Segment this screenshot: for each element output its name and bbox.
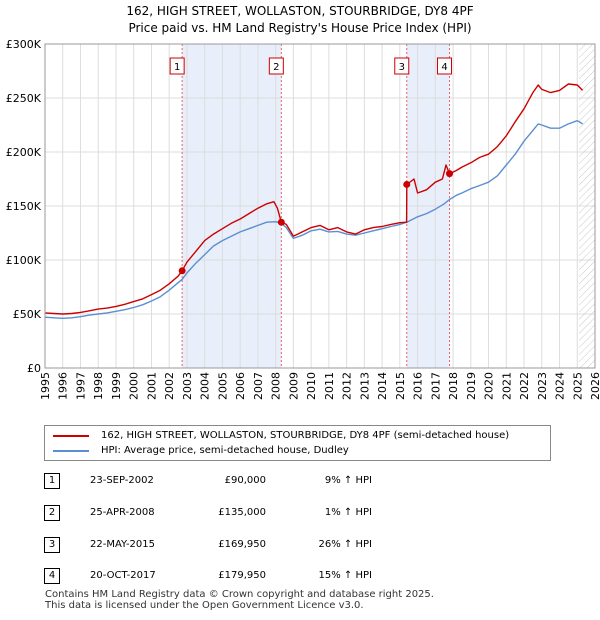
sale-row: 3 22-MAY-2015 £169,950 26% ↑ HPI xyxy=(44,537,549,557)
y-tick-label: £100K xyxy=(6,254,42,267)
sale-marker-badge xyxy=(268,57,284,75)
sale-number-badge: 1 xyxy=(44,473,60,489)
sale-marker-badge xyxy=(394,57,410,75)
sale-number-badge: 3 xyxy=(44,537,60,553)
footer: Contains HM Land Registry data © Crown c… xyxy=(45,589,434,611)
x-tick-label: 1999 xyxy=(110,372,123,400)
x-tick-label: 2013 xyxy=(358,372,371,400)
x-tick-label: 2019 xyxy=(465,372,478,400)
y-tick-label: £250K xyxy=(6,92,42,105)
hpi-line xyxy=(44,120,583,319)
x-tick-label: 2000 xyxy=(128,372,141,400)
x-tick-label: 2020 xyxy=(483,372,496,400)
x-tick-label: 2017 xyxy=(429,372,442,400)
sale-marker-badge xyxy=(169,57,185,75)
x-tick-label: 2006 xyxy=(234,372,247,400)
sale-hpi-change: 26% ↑ HPI xyxy=(318,539,372,550)
sale-hpi-change: 1% ↑ HPI xyxy=(324,507,372,518)
price-chart: 1 2 3 4 £0 £50K £100K £150K £200K £250K £300K 1995… xyxy=(6,38,600,400)
plot-frame xyxy=(44,43,596,369)
x-tick-label: 2026 xyxy=(589,372,600,400)
y-tick-label: £300K xyxy=(6,38,42,51)
x-tick-label: 1995 xyxy=(39,372,52,400)
sale-point xyxy=(178,267,186,275)
sale-marker-badge xyxy=(437,57,453,75)
forecast-hatch xyxy=(579,44,595,368)
legend: 162, HIGH STREET, WOLLASTON, STOURBRIDGE… xyxy=(44,425,551,461)
sale-marker-label: 3 xyxy=(399,62,405,73)
y-tick-label: £50K xyxy=(13,308,42,321)
x-tick-label: 2021 xyxy=(500,372,513,400)
legend-label-hpi: HPI: Average price, semi-detached house,… xyxy=(101,445,349,456)
x-tick-label: 2009 xyxy=(287,372,300,400)
sale-price: £169,950 xyxy=(218,539,266,550)
sale-number-badge: 4 xyxy=(44,568,60,584)
footer-copyright: Contains HM Land Registry data © Crown c… xyxy=(45,589,434,600)
property-price-line xyxy=(44,83,584,315)
y-tick-label: £0 xyxy=(27,362,41,375)
x-tick-label: 2005 xyxy=(216,372,229,400)
sale-point xyxy=(446,170,454,178)
sale-point xyxy=(403,180,411,188)
sale-marker-label: 2 xyxy=(273,62,279,73)
sale-date: 23-SEP-2002 xyxy=(90,475,154,486)
sale-point xyxy=(277,218,285,226)
x-tick-label: 2002 xyxy=(163,372,176,400)
sale-marker-label: 1 xyxy=(174,62,180,73)
x-tick-label: 2025 xyxy=(571,372,584,400)
y-tick-label: £150K xyxy=(6,200,42,213)
x-tick-label: 2001 xyxy=(145,372,158,400)
y-tick-label: £200K xyxy=(6,146,42,159)
sale-hpi-change: 15% ↑ HPI xyxy=(318,570,372,581)
x-tick-label: 2024 xyxy=(554,372,567,400)
x-tick-label: 2016 xyxy=(412,372,425,400)
sale-row: 4 20-OCT-2017 £179,950 15% ↑ HPI xyxy=(44,568,549,588)
sale-date: 20-OCT-2017 xyxy=(90,570,156,581)
chart-subtitle: Price paid vs. HM Land Registry's House … xyxy=(128,21,472,35)
sale-price: £179,950 xyxy=(218,570,266,581)
sale-row: 1 23-SEP-2002 £90,000 9% ↑ HPI xyxy=(44,473,549,493)
legend-label-property: 162, HIGH STREET, WOLLASTON, STOURBRIDGE… xyxy=(101,430,510,441)
sale-price: £90,000 xyxy=(224,475,266,486)
x-tick-label: 1997 xyxy=(74,372,87,400)
x-tick-label: 2003 xyxy=(181,372,194,400)
hpi-line-swatch xyxy=(53,450,89,452)
x-tick-label: 2004 xyxy=(199,372,212,400)
x-tick-label: 2014 xyxy=(376,372,389,400)
sale-marker-label: 4 xyxy=(441,62,447,73)
x-tick-label: 2012 xyxy=(341,372,354,400)
x-tick-label: 2011 xyxy=(323,372,336,400)
footer-license: This data is licensed under the Open Gov… xyxy=(45,600,364,611)
sale-price: £135,000 xyxy=(218,507,266,518)
property-line-swatch xyxy=(53,435,89,437)
sale-row: 2 25-APR-2008 £135,000 1% ↑ HPI xyxy=(44,505,549,525)
x-tick-label: 2008 xyxy=(270,372,283,400)
x-tick-label: 2015 xyxy=(394,372,407,400)
x-tick-label: 2022 xyxy=(518,372,531,400)
x-tick-label: 2023 xyxy=(536,372,549,400)
sale-hpi-change: 9% ↑ HPI xyxy=(324,475,372,486)
x-tick-label: 2018 xyxy=(447,372,460,400)
x-tick-label: 2007 xyxy=(252,372,265,400)
sale-date: 25-APR-2008 xyxy=(90,507,155,518)
x-tick-label: 1998 xyxy=(92,372,105,400)
sale-number-badge: 2 xyxy=(44,505,60,521)
x-tick-label: 2010 xyxy=(305,372,318,400)
sale-date: 22-MAY-2015 xyxy=(90,539,156,550)
chart-title: 162, HIGH STREET, WOLLASTON, STOURBRIDGE… xyxy=(126,4,474,18)
x-tick-label: 1996 xyxy=(57,372,70,400)
